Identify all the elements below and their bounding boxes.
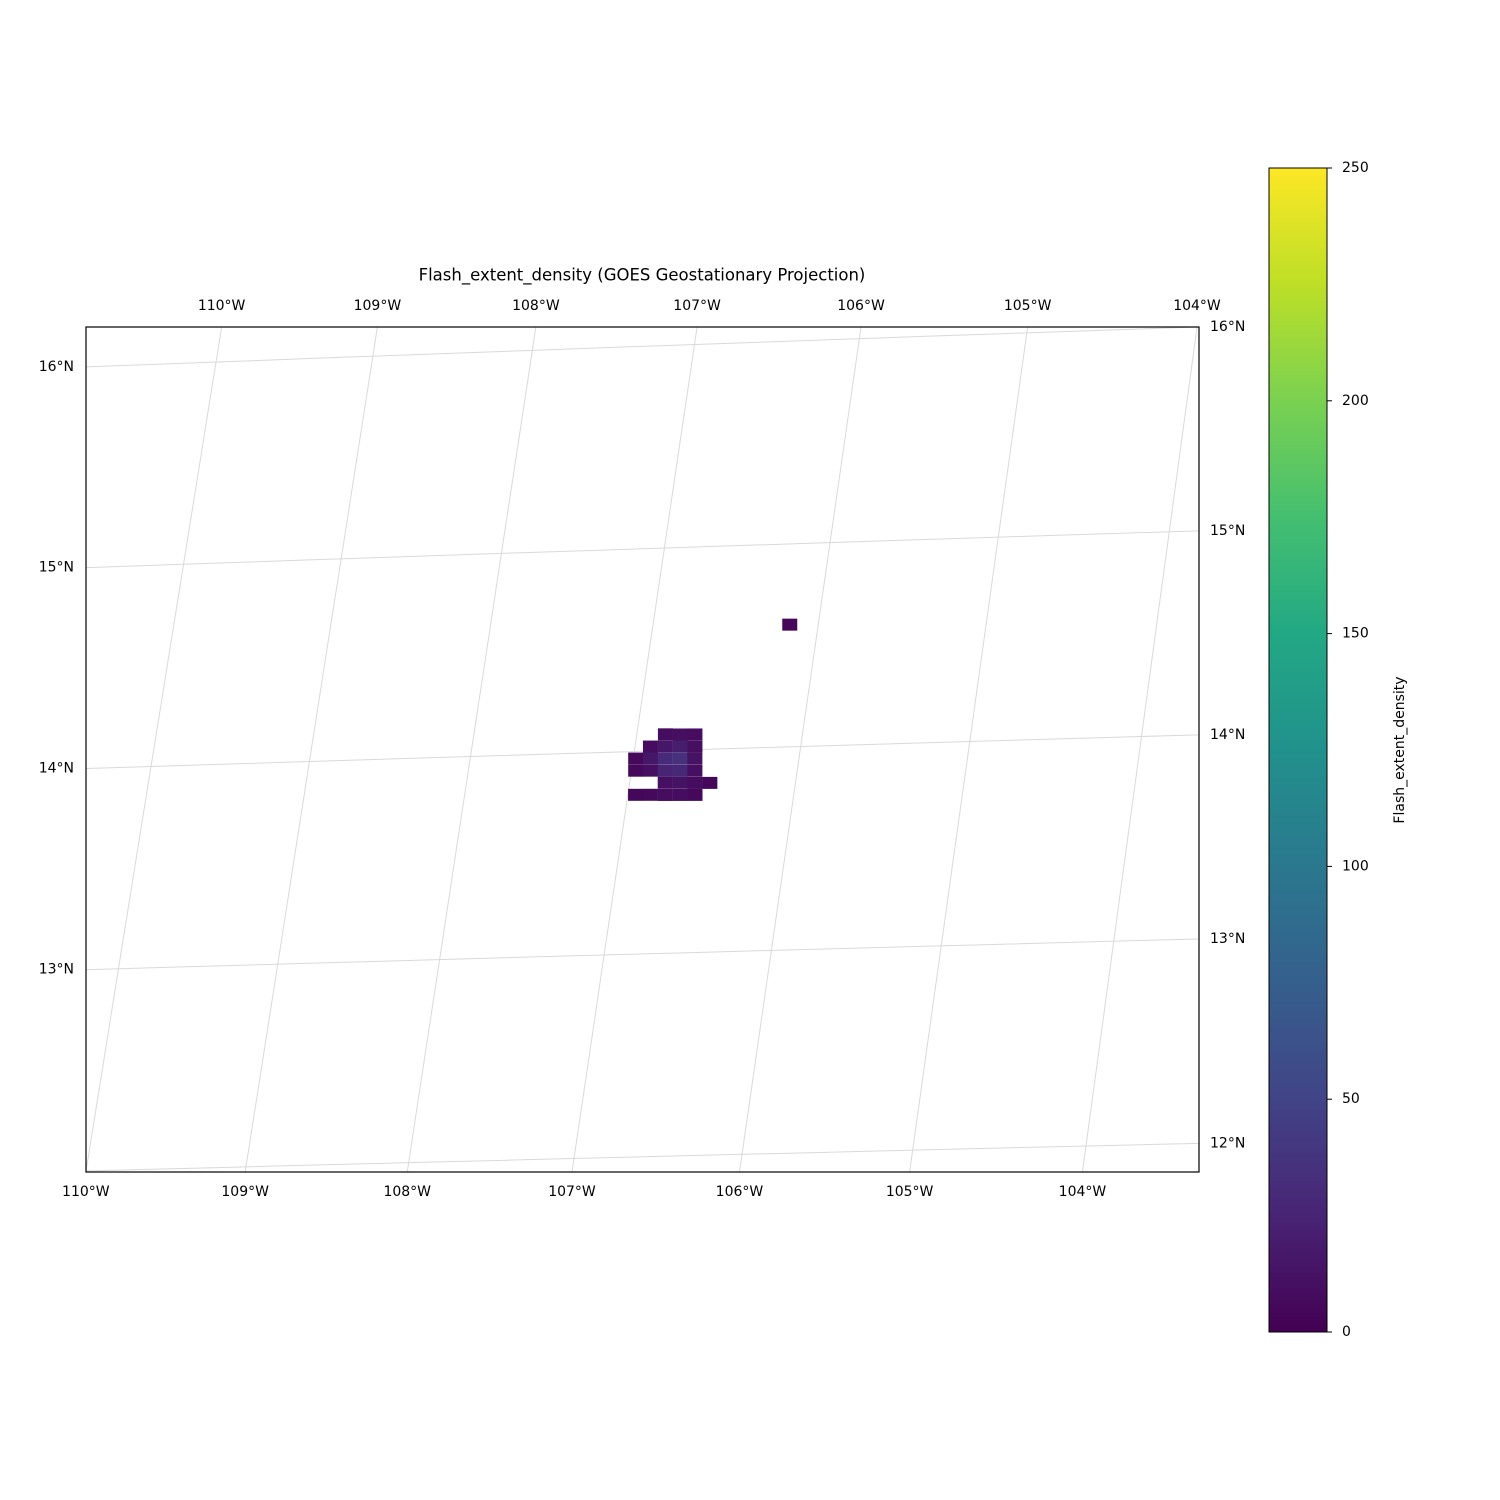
flash-cell	[657, 776, 673, 789]
top-tick-label: 104°W	[1173, 298, 1221, 314]
colorbar-tick-label: 100	[1342, 858, 1369, 874]
left-tick-label: 13°N	[39, 962, 74, 978]
flash-cell	[628, 752, 644, 765]
colorbar-tick-label: 50	[1342, 1091, 1360, 1107]
flash-cell	[702, 776, 718, 789]
flash-cell	[687, 752, 703, 765]
top-tick-label: 106°W	[837, 298, 885, 314]
chart-title: Flash_extent_density (GOES Geostationary…	[419, 266, 866, 286]
flash-cell	[687, 740, 703, 753]
grid-line	[86, 734, 1199, 770]
flash-cell	[657, 752, 673, 765]
bottom-tick-label: 107°W	[548, 1184, 596, 1200]
flash-cell	[687, 764, 703, 777]
colorbar-tick-label: 200	[1342, 393, 1369, 409]
grid-line	[86, 1142, 1199, 1172]
right-tick-label: 15°N	[1210, 523, 1245, 539]
top-tick-label: 105°W	[1004, 298, 1052, 314]
flash-cell	[628, 764, 644, 777]
bottom-tick-label: 109°W	[221, 1184, 269, 1200]
flash-cell	[672, 788, 688, 801]
flash-cell	[657, 764, 673, 777]
top-tick-label: 110°W	[198, 298, 246, 314]
flash-cell	[657, 788, 673, 801]
flash-cell	[642, 740, 658, 753]
top-tick-label: 109°W	[354, 298, 402, 314]
right-tick-label: 16°N	[1210, 319, 1245, 335]
right-tick-label: 13°N	[1210, 931, 1245, 947]
left-tick-label: 15°N	[39, 560, 74, 576]
flash-cell	[687, 728, 703, 741]
map-frame	[85, 326, 1200, 1173]
flash-cell	[672, 728, 688, 741]
flash-cell	[628, 788, 644, 801]
flash-cell	[672, 764, 688, 777]
right-tick-label: 12°N	[1210, 1135, 1245, 1151]
colorbar-tick-label: 0	[1342, 1324, 1351, 1340]
flash-cell	[657, 728, 673, 741]
left-tick-label: 16°N	[39, 359, 74, 375]
grid-line	[86, 327, 1199, 368]
flash-cell	[687, 788, 703, 801]
right-tick-label: 14°N	[1210, 727, 1245, 743]
bottom-tick-label: 110°W	[62, 1184, 110, 1200]
flash-cell	[643, 764, 659, 777]
bottom-tick-label: 104°W	[1059, 1184, 1107, 1200]
cells	[628, 618, 798, 801]
bottom-tick-label: 106°W	[716, 1184, 764, 1200]
colorbar	[1268, 167, 1328, 1333]
left-tick-label: 14°N	[39, 761, 74, 777]
flash-cell	[657, 740, 673, 753]
colorbar-tick-label: 250	[1342, 160, 1369, 176]
flash-cell	[672, 776, 688, 789]
flash-cell	[782, 618, 798, 631]
colorbar-tick-label: 150	[1342, 626, 1369, 642]
top-tick-label: 107°W	[673, 298, 721, 314]
flash-cell	[687, 776, 703, 789]
bottom-tick-label: 108°W	[383, 1184, 431, 1200]
top-tick-label: 108°W	[512, 298, 560, 314]
flash-cell	[672, 752, 688, 765]
flash-cell	[642, 752, 658, 765]
flash-cell	[672, 740, 688, 753]
bottom-tick-label: 105°W	[886, 1184, 934, 1200]
flash-cell	[642, 788, 658, 801]
grid-line	[86, 530, 1199, 569]
colorbar-label: Flash_extent_density	[1392, 676, 1408, 823]
gridlines	[86, 327, 1199, 1172]
grid-line	[86, 938, 1199, 971]
